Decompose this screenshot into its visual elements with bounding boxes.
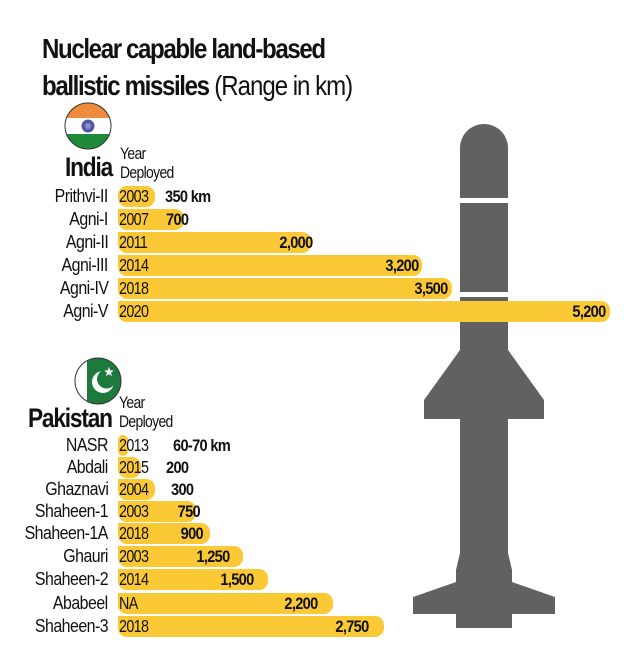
range-value: 1,250 (196, 547, 231, 566)
missile-name: Agni-III (61, 254, 109, 275)
bar-row-agni-iv: Agni-IV 2018 3,500 (0, 277, 635, 299)
title-line-2-bold: ballistic missiles (42, 70, 210, 101)
range-bar (118, 435, 128, 456)
range-bar (118, 546, 243, 567)
missile-name: Agni-V (63, 300, 108, 321)
range-bar (118, 501, 196, 522)
year-deployed: 2015 (119, 457, 149, 477)
range-value: 60-70 km (173, 436, 231, 455)
missile-name: Shaheen-3 (34, 615, 109, 636)
missile-name: Ghauri (63, 545, 108, 566)
bar-row-agni-ii: Agni-II 2011 2,000 (0, 231, 635, 253)
missile-name: Agni-IV (59, 277, 108, 298)
range-value: 1,500 (220, 570, 255, 589)
year-deployed: 2007 (119, 209, 149, 229)
range-value: 3,500 (414, 279, 449, 298)
bar-row-agni-i: Agni-I 2007 700 (0, 208, 635, 230)
missile-name: Ababeel (53, 592, 108, 613)
bar-row-ghaznavi: Ghaznavi 2004 300 (0, 478, 635, 500)
bar-row-shaheen-2: Shaheen-2 2014 1,500 (0, 568, 635, 590)
missile-name: Shaheen-1 (34, 500, 109, 521)
year-deployed: 2018 (119, 616, 149, 636)
bar-row-nasr: NASR 2013 60-70 km (0, 434, 635, 456)
header-year: Year (120, 144, 146, 163)
range-value: 700 (166, 210, 189, 229)
title-line-1: Nuclear capable land-based (42, 33, 326, 64)
year-deployed: 2003 (119, 501, 149, 521)
missile-name: Abdali (66, 456, 109, 477)
bar-row-shaheen-3: Shaheen-3 2018 2,750 (0, 615, 635, 637)
year-deployed: 2014 (119, 255, 149, 275)
pakistan-flag-icon (74, 357, 122, 405)
bar-row-prithvi-ii: Prithvi-II 2003 350 km (0, 185, 635, 207)
bar-row-shaheen-1a: Shaheen-1A 2018 900 (0, 522, 635, 544)
header-deployed: Deployed (119, 412, 173, 431)
range-value: 900 (180, 524, 204, 543)
missile-name: Agni-I (69, 208, 109, 229)
range-bar (118, 479, 155, 500)
title-subtitle: (Range in km) (208, 70, 353, 101)
header-year: Year (119, 393, 145, 412)
year-deployed: 2018 (119, 523, 149, 543)
range-bar (118, 232, 311, 253)
year-deployed: 2004 (119, 479, 149, 499)
range-value: 3,200 (385, 256, 420, 275)
missile-name: NASR (65, 434, 109, 455)
year-deployed: 2003 (119, 546, 149, 566)
range-value: 350 km (165, 187, 211, 206)
range-bar (118, 593, 333, 614)
range-bar (118, 616, 384, 637)
range-bar (118, 457, 141, 478)
year-deployed: 2003 (119, 186, 149, 206)
missile-name: Agni-II (65, 231, 109, 252)
missile-name: Shaheen-2 (34, 568, 109, 589)
title-line-2: ballistic missiles (Range in km) (42, 67, 386, 104)
india-label: India (64, 152, 113, 182)
range-value: 2,000 (279, 233, 314, 252)
range-value: 750 (177, 502, 201, 521)
range-bar (118, 301, 610, 322)
bar-row-agni-iii: Agni-III 2014 3,200 (0, 254, 635, 276)
year-deployed: 2013 (119, 435, 149, 455)
pakistan-year-deployed-header: Year Deployed (119, 393, 173, 431)
bar-row-ababeel: Ababeel NA 2,200 (0, 592, 635, 614)
missile-name: Ghaznavi (44, 478, 109, 499)
year-deployed: 2011 (119, 232, 148, 252)
india-year-deployed-header: Year Deployed (120, 144, 174, 182)
missile-name: Shaheen-1A (24, 522, 109, 543)
range-value: 2,200 (284, 594, 319, 613)
range-bar (118, 209, 184, 230)
bar-row-ghauri: Ghauri 2003 1,250 (0, 545, 635, 567)
range-value: 5,200 (572, 302, 607, 321)
bar-row-agni-v: Agni-V 2020 5,200 (0, 300, 635, 322)
year-deployed: 2018 (119, 278, 149, 298)
chart-title: Nuclear capable land-based ballistic mis… (42, 30, 386, 104)
bar-row-abdali: Abdali 2015 200 (0, 456, 635, 478)
missile-name: Prithvi-II (54, 185, 109, 206)
year-deployed: NA (119, 593, 138, 613)
header-deployed: Deployed (120, 163, 174, 182)
year-deployed: 2020 (119, 301, 149, 321)
range-bar (118, 278, 452, 299)
range-bar (118, 186, 155, 207)
range-bar (118, 255, 422, 276)
range-value: 300 (171, 480, 194, 499)
year-deployed: 2014 (119, 569, 149, 589)
india-flag-icon (64, 102, 112, 150)
pakistan-label: Pakistan (28, 403, 113, 433)
range-value: 2,750 (335, 617, 370, 636)
range-value: 200 (166, 458, 189, 477)
range-bar (118, 569, 268, 590)
bar-row-shaheen-1: Shaheen-1 2003 750 (0, 500, 635, 522)
range-bar (118, 523, 210, 544)
